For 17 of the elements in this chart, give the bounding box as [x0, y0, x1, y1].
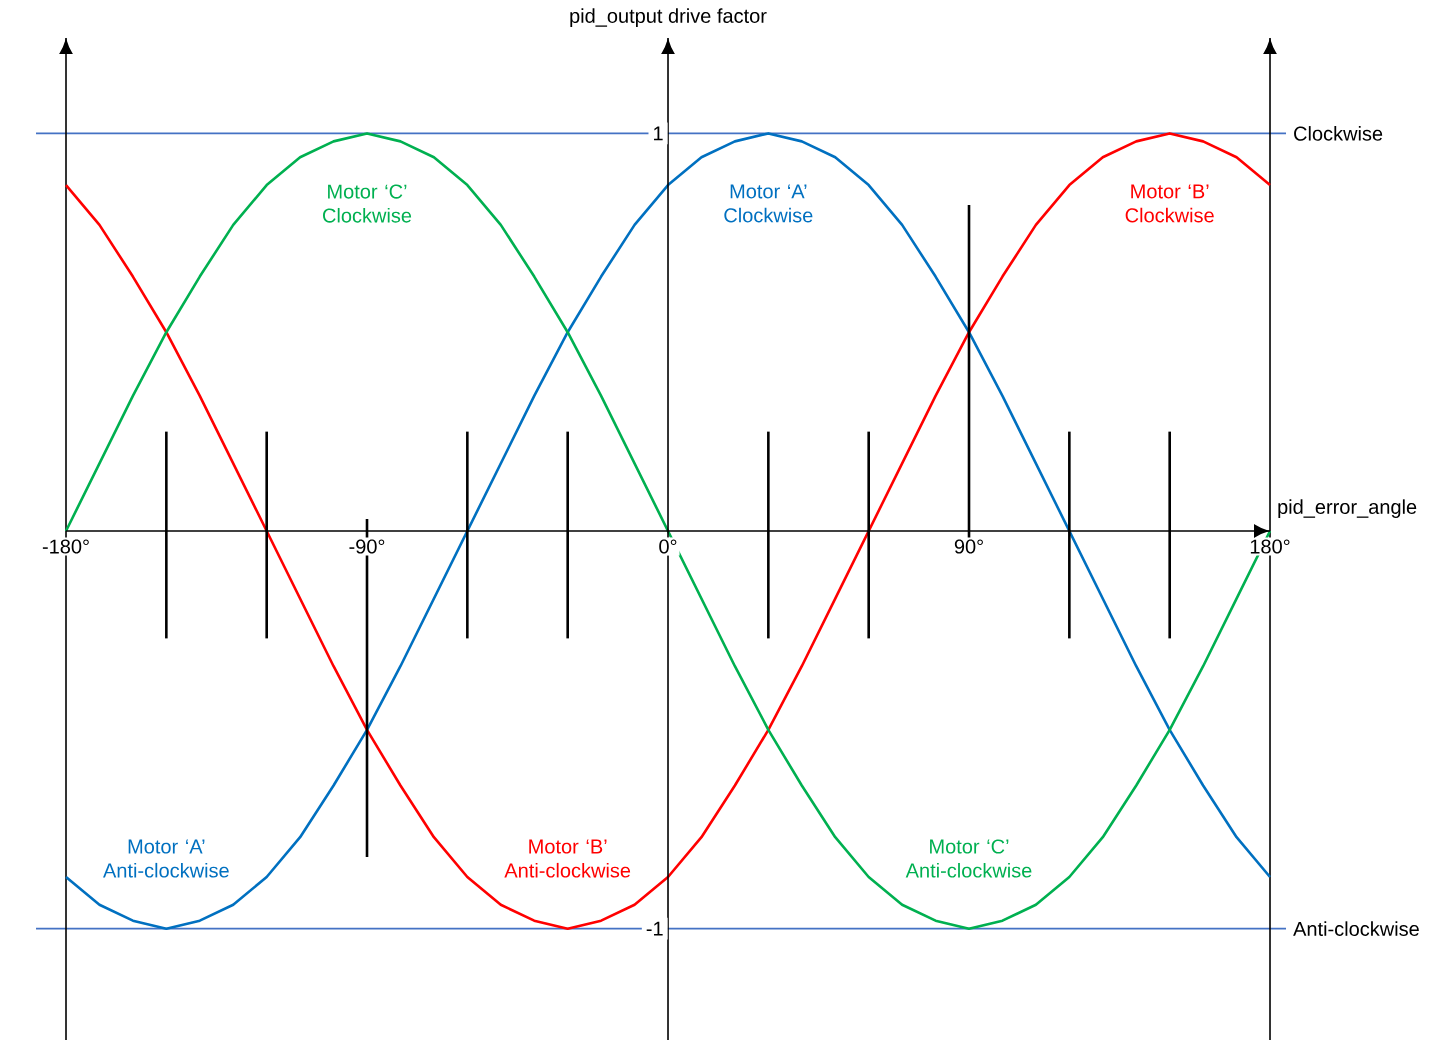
y-tick-label: 1 — [654, 126, 663, 141]
ref-line-label: Clockwise — [1294, 126, 1383, 141]
annotation: Motor ‘B’ Clockwise — [1125, 184, 1214, 223]
x-tick-label: 0° — [659, 539, 677, 554]
y-tick-label: -1 — [646, 921, 663, 936]
x-tick-label: 180° — [1250, 539, 1290, 554]
x-tick-label: -90° — [349, 539, 385, 554]
x-axis-title: pid_error_angle — [1278, 499, 1417, 518]
x-tick-label: -180° — [42, 539, 89, 554]
x-tick-label: 90° — [954, 539, 983, 554]
annotation: Motor ‘A’ Clockwise — [724, 184, 813, 223]
annotation: Motor ‘A’ Anti-clockwise — [103, 839, 229, 878]
annotation: Motor ‘B’ Anti-clockwise — [504, 839, 631, 878]
y-axis-title: pid_output drive factor — [570, 8, 767, 27]
ref-line-label: Anti-clockwise — [1293, 921, 1419, 936]
annotation: Motor ‘C’ Anti-clockwise — [905, 839, 1032, 878]
annotation: Motor ‘C’ Clockwise — [323, 184, 412, 223]
